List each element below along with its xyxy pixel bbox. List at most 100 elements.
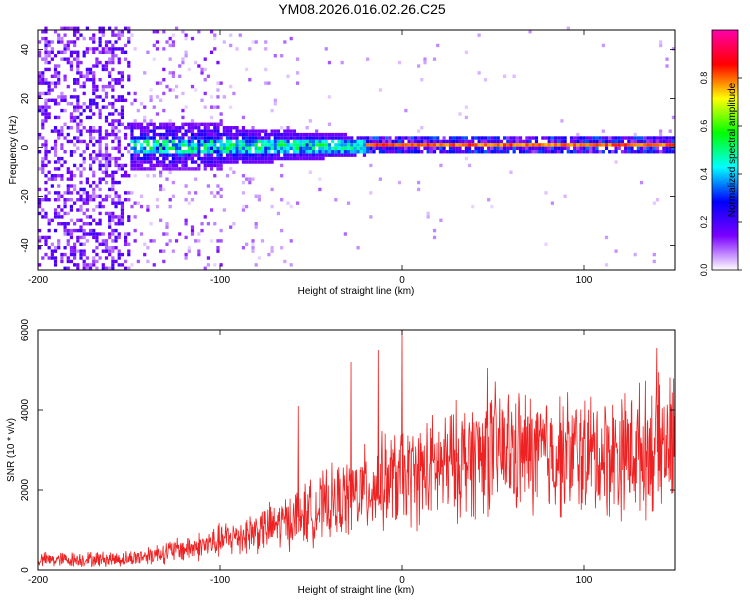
spectrogram-cell <box>82 167 86 171</box>
spectrogram-cell <box>280 163 284 168</box>
spectrogram-cell <box>617 146 621 150</box>
spectrogram-cell <box>98 201 102 205</box>
spectrogram-cell <box>506 136 510 140</box>
spectrogram-cell <box>66 84 70 89</box>
spectrogram-cell <box>560 139 564 144</box>
spectrogram-cell <box>592 146 596 150</box>
spectrogram-cell <box>544 191 548 195</box>
spectrogram-cell <box>57 132 61 137</box>
spectrogram-cell <box>181 91 185 96</box>
spectrogram-cell <box>260 153 265 157</box>
spectrogram-cell <box>206 263 211 267</box>
spectrogram-cell <box>232 156 236 161</box>
spectrogram-cell <box>213 132 217 137</box>
spectrogram-cell <box>190 129 195 133</box>
spectrogram-cell <box>442 139 446 144</box>
spectrogram-cell <box>98 139 102 144</box>
spectrogram-cell <box>241 153 246 157</box>
spectrogram-cell <box>295 153 300 157</box>
spectrogram-cell <box>184 198 188 202</box>
spectrogram-cell <box>315 136 319 140</box>
spectrogram-cell <box>60 174 64 178</box>
spectrogram-cell <box>44 102 48 106</box>
spectrogram-cell <box>181 163 185 168</box>
spectrogram-cell <box>639 136 644 140</box>
spectrogram-cell <box>63 201 67 205</box>
spectrogram-cell <box>197 252 201 257</box>
spectrogram-cell <box>79 204 83 209</box>
spectrogram-cell <box>111 174 115 178</box>
spectrogram-cell <box>331 132 335 137</box>
spectrogram-cell <box>44 180 48 185</box>
spectrogram-cell <box>114 156 118 161</box>
spectrogram-cell <box>219 139 223 144</box>
spectrogram-cell <box>531 146 535 150</box>
spectrogram-cell <box>63 108 67 113</box>
spectrogram-cell <box>569 136 574 140</box>
spectrogram-cell <box>235 156 239 161</box>
spectrogram-cell <box>143 146 147 150</box>
spectrogram-cell <box>321 143 325 147</box>
spectrogram-cell <box>458 146 462 150</box>
spectrogram-cell <box>209 208 214 212</box>
spectrogram-cell <box>563 136 567 140</box>
spectrogram-cell <box>225 126 230 130</box>
spectrogram-cell <box>292 143 296 147</box>
spectrogram-cell <box>671 150 676 154</box>
spectrogram-cell <box>209 122 214 126</box>
spectrogram-cell <box>595 136 599 140</box>
spectrogram-cell <box>66 259 70 264</box>
spectrogram-cell <box>643 136 647 140</box>
spectrogram-cell <box>436 143 440 147</box>
spectrogram-cell <box>69 174 74 178</box>
spectrogram-cell <box>547 136 551 140</box>
spectrogram-cell <box>44 47 48 51</box>
spectrogram-cell <box>149 129 153 133</box>
spectrogram-cell <box>283 156 287 161</box>
spectrogram-cell <box>79 228 83 233</box>
spectrogram-cell <box>410 143 414 147</box>
spectrogram-cell <box>331 153 335 157</box>
spectrogram-cell <box>139 160 144 164</box>
spectrogram-cell <box>381 139 386 144</box>
spectrogram-cell <box>655 136 660 140</box>
spectrogram-cell <box>108 84 112 89</box>
spectrogram-cell <box>73 43 77 48</box>
spectrogram-cell <box>38 187 42 192</box>
spectrogram-cell <box>464 105 468 109</box>
spectrogram-cell <box>50 146 54 150</box>
spectrogram-cell <box>232 126 236 130</box>
spectrogram-cell <box>566 146 570 150</box>
spectrogram-cell <box>184 122 188 126</box>
spectrogram-cell <box>219 153 223 157</box>
spectrogram-cell <box>47 81 51 85</box>
spectrogram-cell <box>60 222 64 226</box>
spectrogram-cell <box>95 235 99 240</box>
spectrogram-cell <box>280 156 284 161</box>
spectrogram-cell <box>276 129 281 133</box>
spectrogram-cell <box>139 194 144 198</box>
spectrogram-cell <box>104 180 109 185</box>
spectrogram-cell <box>104 146 109 150</box>
spectrogram-cell <box>41 81 45 85</box>
spectrogram-cell <box>614 249 618 253</box>
spectrogram-cell <box>378 143 382 147</box>
spectrogram-cell <box>350 143 354 147</box>
spectrogram-cell <box>73 108 77 113</box>
spectrogram-cell <box>104 143 109 147</box>
spectrogram-cell <box>123 136 128 140</box>
spectrogram-cell <box>41 126 45 130</box>
spectrogram-cell <box>92 81 96 85</box>
spectrogram-cell <box>120 252 125 257</box>
spectrogram-cell <box>413 150 418 154</box>
spectrogram-cell <box>41 30 45 34</box>
spectrogram-cell <box>203 91 207 96</box>
spectrogram-cell <box>92 198 96 202</box>
spectrogram-cell <box>611 136 615 140</box>
spectrogram-cell <box>340 153 344 157</box>
spectrogram-cell <box>264 156 268 161</box>
spectrogram-cell <box>76 105 80 109</box>
spectrogram-cell <box>576 132 580 137</box>
spectrogram-cell <box>111 50 115 54</box>
spectrogram-cell <box>69 246 74 250</box>
